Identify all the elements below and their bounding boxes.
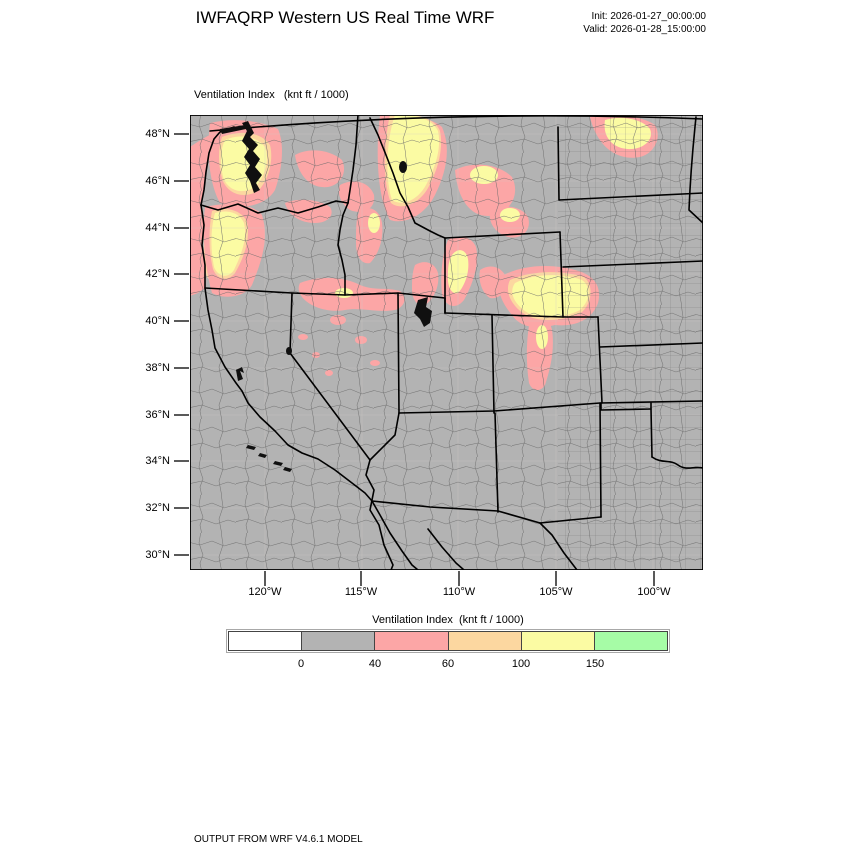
axis-ticks xyxy=(174,133,655,586)
lat-tick-label: 30°N xyxy=(145,549,170,561)
lon-tick-label: 110°W xyxy=(442,586,476,598)
channel-islands xyxy=(246,445,292,472)
lon-tick-label: 100°W xyxy=(637,586,671,598)
juan-de-fuca-strait xyxy=(220,125,246,134)
lake-tahoe xyxy=(286,347,292,355)
lat-tick-label: 46°N xyxy=(145,175,170,187)
lat-tick-label: 32°N xyxy=(145,502,170,514)
map-variable-title: Ventilation Index (knt ft / 1000) xyxy=(194,89,349,101)
colorbar xyxy=(226,629,670,653)
lat-tick-label: 34°N xyxy=(145,455,170,467)
lat-tick-label: 48°N xyxy=(145,128,170,140)
figure-title: IWFAQRP Western US Real Time WRF xyxy=(195,8,495,27)
colorbar-segment-60-100 xyxy=(447,632,521,650)
colorbar-tick-label: 100 xyxy=(511,658,531,670)
colorbar-title: Ventilation Index (knt ft / 1000) xyxy=(372,614,524,626)
model-info-block: OUTPUT FROM WRF V4.6.1 MODEL WE = 310 ; … xyxy=(194,810,587,850)
colorbar-tick-label: 150 xyxy=(585,658,605,670)
colorbar-tick-label: 0 xyxy=(297,658,305,670)
lakes xyxy=(220,121,432,472)
lon-tick-label: 105°W xyxy=(539,586,573,598)
colorbar-segment-above-150 xyxy=(593,632,668,650)
map-area xyxy=(190,115,703,570)
state-borders xyxy=(200,115,703,570)
puget-sound xyxy=(242,121,262,193)
lat-tick-label: 40°N xyxy=(145,315,170,327)
lon-tick-label: 115°W xyxy=(344,586,378,598)
colorbar-segment-100-150 xyxy=(520,632,594,650)
lat-tick-label: 42°N xyxy=(145,268,170,280)
init-time-label: Init: 2026-01-27_00:00:00 xyxy=(591,11,706,22)
colorbar-segment-below-0 xyxy=(229,632,302,650)
plains-county-grid xyxy=(558,115,703,570)
sf-bay xyxy=(236,367,244,381)
lat-tick-label: 44°N xyxy=(145,222,170,234)
run-time-block: Init: 2026-01-27_00:00:00 Valid: 2026-01… xyxy=(583,10,706,36)
colorbar-tick-label: 60 xyxy=(441,658,455,670)
lat-tick-label: 36°N xyxy=(145,409,170,421)
lat-tick-label: 38°N xyxy=(145,362,170,374)
flathead-lake xyxy=(399,161,407,173)
great-salt-lake xyxy=(414,297,432,327)
colorbar-tick-label: 40 xyxy=(368,658,382,670)
model-version-line: OUTPUT FROM WRF V4.6.1 MODEL xyxy=(194,834,363,845)
colorbar-segment-40-60 xyxy=(374,632,448,650)
colorbar-segment-0-40 xyxy=(301,632,375,650)
lon-tick-label: 120°W xyxy=(248,586,282,598)
valid-time-label: Valid: 2026-01-28_15:00:00 xyxy=(583,24,706,35)
